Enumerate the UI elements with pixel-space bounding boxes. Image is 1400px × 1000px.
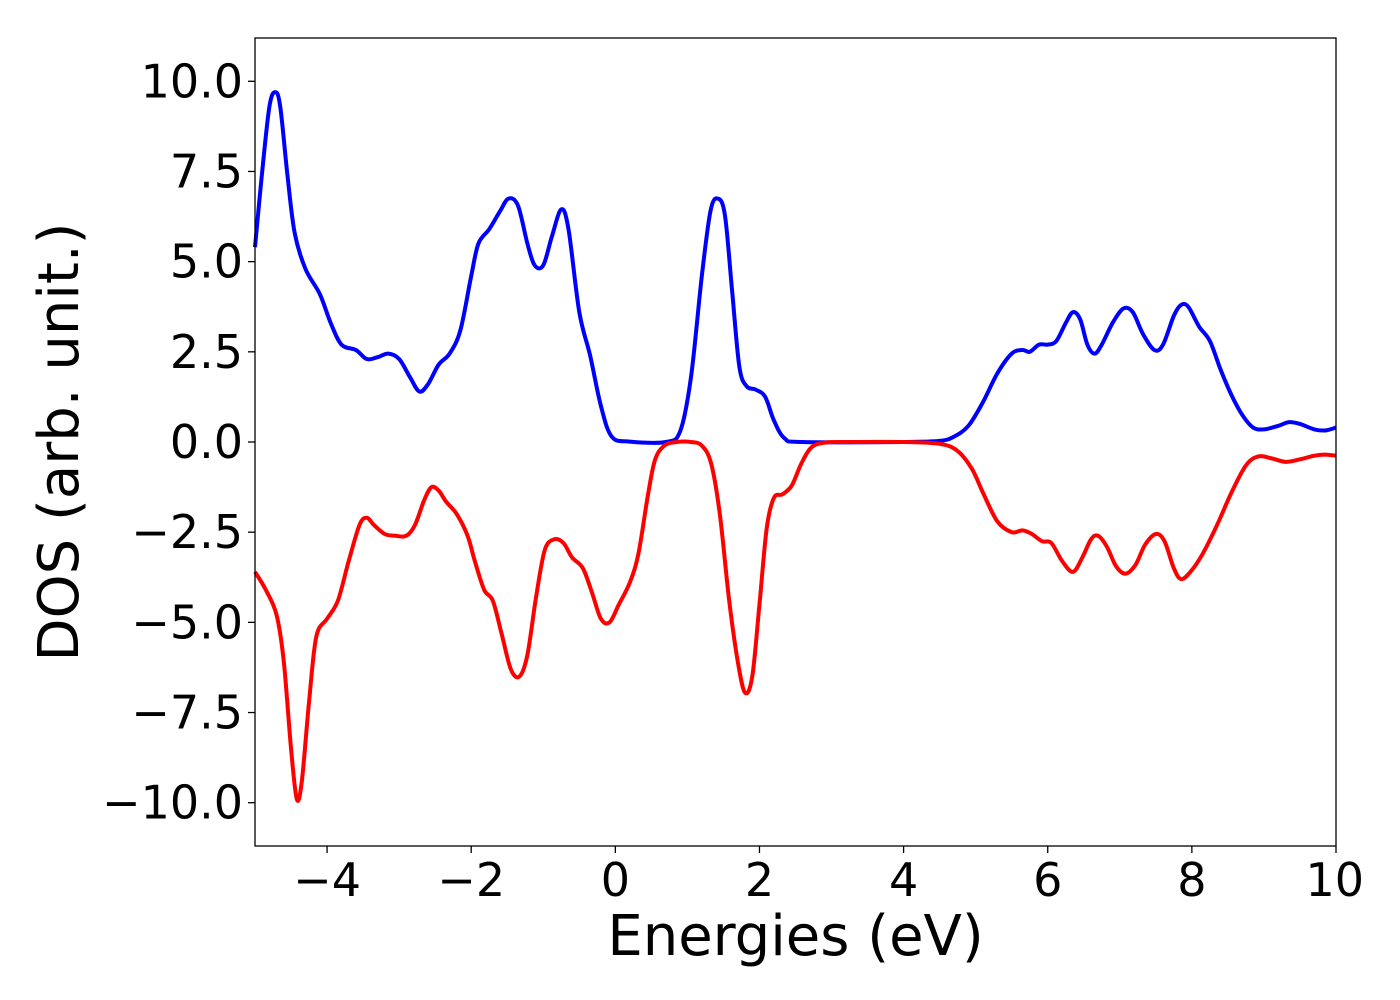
y-axis: 10.0 7.5 5.0 2.5 0.0 −2.5 −5.0 −7.5 −10.0 (102, 54, 255, 830)
y-tick-label: −7.5 (131, 686, 243, 740)
y-tick-label: −2.5 (131, 505, 243, 559)
x-tick-label: 4 (889, 853, 918, 907)
series-layer (253, 90, 1337, 803)
y-tick-label: 0.0 (170, 415, 243, 469)
y-tick-label: −10.0 (102, 776, 243, 830)
y-tick-label: 10.0 (141, 54, 243, 108)
x-tick-label: 10 (1305, 853, 1364, 907)
x-tick-label: 6 (1033, 853, 1062, 907)
y-tick-label: 7.5 (170, 144, 243, 198)
x-axis: −4 −2 0 2 4 6 8 10 (293, 846, 1364, 907)
y-tick-label: 5.0 (170, 235, 243, 289)
x-tick-label: −4 (293, 853, 361, 907)
x-tick-label: 0 (601, 853, 630, 907)
y-axis-title: DOS (arb. unit.) (27, 222, 92, 661)
series-line-2 (253, 439, 1337, 803)
x-tick-label: 2 (745, 853, 774, 907)
y-tick-label: 2.5 (170, 325, 243, 379)
y-tick-label: −5.0 (131, 595, 243, 649)
series-line-1 (253, 90, 1337, 445)
x-tick-label: −2 (437, 853, 505, 907)
x-tick-label: 8 (1177, 853, 1206, 907)
x-axis-title: Energies (eV) (607, 904, 983, 969)
